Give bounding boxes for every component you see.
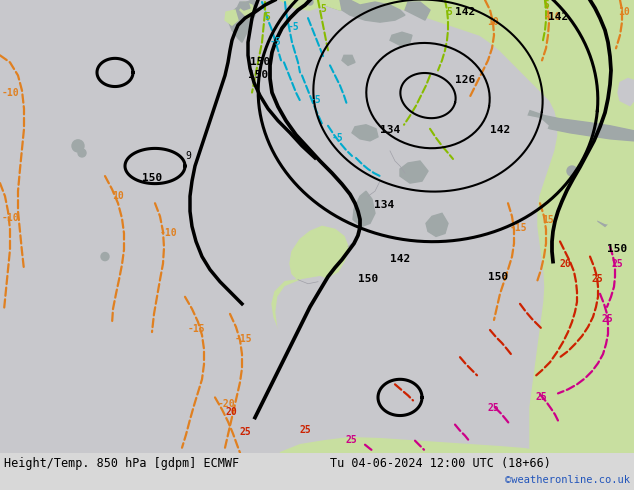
Text: -5: -5: [332, 133, 344, 143]
Text: -5: -5: [288, 22, 300, 32]
Text: 150: 150: [358, 274, 378, 284]
Text: 25: 25: [535, 392, 547, 402]
Polygon shape: [598, 211, 610, 226]
Text: Height/Temp. 850 hPa [gdpm] ECMWF: Height/Temp. 850 hPa [gdpm] ECMWF: [4, 457, 239, 470]
Circle shape: [307, 0, 313, 5]
Polygon shape: [225, 10, 238, 25]
Polygon shape: [468, 113, 548, 135]
Text: 5: 5: [264, 12, 270, 22]
Text: 20: 20: [560, 259, 572, 269]
Text: 5: 5: [320, 4, 326, 14]
Text: 25: 25: [488, 402, 500, 413]
Polygon shape: [342, 55, 355, 65]
Circle shape: [72, 140, 84, 152]
Polygon shape: [340, 0, 405, 22]
Polygon shape: [238, 2, 250, 10]
Text: 150: 150: [250, 57, 270, 68]
Text: 134: 134: [374, 200, 394, 210]
Text: -15: -15: [235, 334, 252, 344]
Polygon shape: [426, 213, 448, 237]
Text: 10: 10: [487, 17, 499, 27]
Text: -15: -15: [510, 223, 527, 233]
Text: 5: 5: [446, 7, 452, 17]
Text: 20: 20: [225, 407, 236, 416]
Text: 150: 150: [142, 173, 162, 183]
Text: 142: 142: [455, 7, 476, 17]
Text: -5: -5: [270, 37, 281, 47]
Text: 10: 10: [112, 191, 124, 201]
Polygon shape: [390, 32, 412, 45]
Text: Tu 04-06-2024 12:00 UTC (18+66): Tu 04-06-2024 12:00 UTC (18+66): [330, 457, 551, 470]
Text: -10: -10: [2, 213, 20, 223]
Text: 142: 142: [548, 12, 568, 22]
Text: 25: 25: [611, 259, 623, 269]
Text: -10: -10: [2, 88, 20, 98]
Polygon shape: [290, 226, 348, 284]
Polygon shape: [280, 438, 545, 453]
Polygon shape: [572, 171, 634, 226]
Polygon shape: [280, 0, 634, 453]
Polygon shape: [228, 0, 258, 42]
Circle shape: [101, 252, 109, 261]
Text: 126: 126: [455, 74, 476, 84]
Text: 5: 5: [543, 0, 549, 10]
Polygon shape: [405, 2, 430, 20]
Polygon shape: [310, 0, 370, 10]
Text: 150: 150: [488, 272, 508, 282]
Circle shape: [567, 166, 577, 176]
Polygon shape: [400, 161, 428, 183]
Text: -5: -5: [310, 95, 321, 105]
Polygon shape: [528, 111, 634, 141]
Text: 25: 25: [240, 427, 252, 437]
Polygon shape: [240, 2, 255, 18]
Text: -10: -10: [160, 228, 178, 239]
Text: 15: 15: [542, 216, 553, 225]
Text: 150: 150: [607, 244, 627, 253]
Text: 25: 25: [592, 274, 604, 284]
Polygon shape: [353, 191, 375, 226]
Text: 9: 9: [185, 151, 191, 161]
Text: 134: 134: [380, 125, 400, 135]
Text: -20: -20: [218, 399, 236, 410]
Polygon shape: [618, 78, 634, 106]
Text: ©weatheronline.co.uk: ©weatheronline.co.uk: [505, 475, 630, 485]
Circle shape: [297, 304, 303, 310]
Text: -10: -10: [544, 12, 562, 22]
Polygon shape: [550, 438, 634, 453]
Text: 10: 10: [618, 7, 630, 17]
Text: 25: 25: [602, 314, 614, 324]
Circle shape: [78, 149, 86, 157]
Text: 142: 142: [390, 254, 410, 264]
Text: -15: -15: [188, 324, 205, 334]
Text: 25: 25: [300, 425, 312, 435]
Text: 25: 25: [345, 435, 357, 445]
Polygon shape: [276, 277, 460, 347]
Text: 150: 150: [248, 71, 268, 80]
Polygon shape: [578, 271, 634, 357]
Polygon shape: [352, 125, 378, 141]
Text: 142: 142: [490, 125, 510, 135]
Polygon shape: [272, 280, 322, 337]
